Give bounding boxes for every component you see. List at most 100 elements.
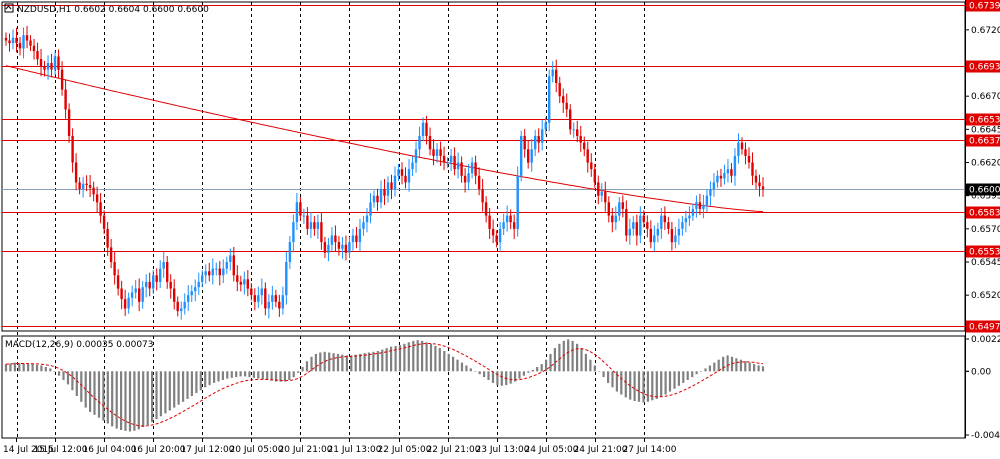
candle-body — [243, 279, 246, 285]
macd-histogram-bar — [230, 371, 233, 378]
candle-body — [390, 182, 393, 189]
x-tick-label: 23 Jul 13:00 — [476, 445, 530, 455]
candle-body — [29, 40, 32, 46]
macd-histogram-bar — [527, 371, 530, 373]
candle-body — [646, 222, 649, 229]
candle-body — [383, 189, 386, 196]
candle-body — [607, 202, 610, 216]
candle-body — [621, 202, 624, 209]
macd-histogram-bar — [469, 368, 472, 372]
x-tick-label: 14 Jul 2015 — [3, 445, 54, 455]
chart-menu-icon[interactable] — [4, 3, 14, 13]
candle-body — [404, 175, 407, 183]
candle-body — [369, 202, 372, 216]
price-y-tick-label: 0.6720 — [971, 26, 1000, 36]
macd-histogram-bar — [151, 371, 154, 423]
macd-histogram-bar — [297, 371, 300, 373]
macd-histogram-bar — [115, 371, 118, 429]
macd-histogram-bar — [124, 371, 127, 431]
candle-body — [320, 222, 323, 243]
macd-histogram-bar — [22, 363, 25, 372]
macd-histogram-bar — [753, 364, 756, 372]
candle-body — [166, 262, 169, 282]
macd-histogram-bar — [363, 353, 366, 372]
candle-body — [113, 262, 116, 276]
candle-body — [141, 287, 144, 302]
macd-histogram-bar — [390, 346, 393, 372]
candle-body — [25, 35, 29, 41]
macd-histogram-bar — [571, 340, 574, 372]
candle-body — [180, 308, 183, 312]
candle-body — [688, 215, 691, 219]
candle-body — [491, 228, 495, 236]
macd-histogram-bar — [44, 367, 47, 372]
candle-body — [225, 262, 228, 269]
macd-histogram-bar — [646, 371, 649, 402]
x-tick-label: 16 Jul 20:00 — [132, 445, 186, 455]
moving-average-line — [5, 65, 764, 213]
macd-y-tick-label: -0.00439 — [971, 431, 1000, 441]
macd-histogram-bar — [429, 343, 433, 372]
macd-histogram-bar — [270, 371, 273, 381]
candle-body — [102, 215, 106, 229]
candle-body — [747, 155, 751, 163]
candle-body — [435, 149, 439, 156]
macd-histogram-bar — [651, 371, 654, 401]
candle-body — [555, 69, 558, 83]
macd-histogram-bar — [545, 359, 548, 372]
candle-body — [246, 279, 249, 289]
candle-body — [551, 69, 554, 77]
x-tick-label: 22 Jul 05:00 — [378, 445, 432, 455]
candle-body — [632, 222, 635, 229]
macd-histogram-bar — [403, 343, 406, 372]
macd-histogram-bar — [221, 371, 224, 380]
candle-body — [393, 175, 397, 190]
macd-histogram-bar — [319, 352, 322, 372]
price-y-tick-label: 0.6670 — [971, 92, 1000, 102]
candle-body — [411, 162, 414, 170]
price-y-tick-label: 0.6545 — [971, 258, 1000, 268]
macd-histogram-bar — [345, 355, 348, 372]
candle-body — [355, 235, 358, 243]
macd-histogram-bar — [421, 340, 424, 372]
macd-histogram-bar — [642, 371, 645, 403]
candle-body — [730, 169, 733, 176]
candle-body — [597, 182, 600, 196]
macd-histogram-bar — [106, 371, 109, 424]
macd-y-tick-label: 0.00 — [971, 367, 991, 377]
candle-body — [134, 288, 137, 293]
candle-body — [712, 182, 716, 189]
macd-histogram-bar — [761, 366, 765, 372]
candle-body — [625, 209, 628, 236]
candle-body — [138, 288, 141, 302]
candle-body — [639, 215, 642, 236]
candle-body — [57, 56, 60, 70]
macd-histogram-bar — [80, 371, 83, 402]
macd-histogram-bar — [288, 371, 291, 380]
candle-body — [446, 162, 449, 164]
macd-histogram-bar — [102, 371, 105, 421]
price-level-tag — [966, 0, 1000, 12]
macd-histogram-bar — [195, 371, 198, 394]
candle-body — [18, 43, 22, 49]
price-chart-title: NZDUSD,H1 0.6602 0.6604 0.6600 0.6600 — [17, 5, 209, 15]
x-tick-label: 20 Jul 05:00 — [230, 445, 284, 455]
macd-histogram-bar — [186, 371, 189, 399]
candle-body — [145, 281, 148, 288]
macd-histogram-bar — [213, 371, 216, 383]
macd-histogram-bar — [699, 371, 703, 372]
candle-body — [130, 292, 134, 298]
candle-body — [523, 136, 526, 150]
macd-histogram-bar — [602, 371, 605, 378]
candle-body — [684, 218, 688, 223]
candle-body — [313, 222, 316, 229]
x-tick-label: 17 Jul 12:00 — [181, 445, 235, 455]
macd-histogram-bar — [576, 343, 579, 372]
macd-histogram-bar — [655, 371, 658, 399]
macd-histogram-bar — [633, 371, 636, 401]
candle-body — [176, 301, 179, 312]
candle-body — [663, 215, 666, 223]
macd-histogram-bar — [27, 363, 30, 372]
x-tick-label: 21 Jul 13:00 — [328, 445, 382, 455]
price-level-label: 0.6693 — [969, 63, 1000, 73]
